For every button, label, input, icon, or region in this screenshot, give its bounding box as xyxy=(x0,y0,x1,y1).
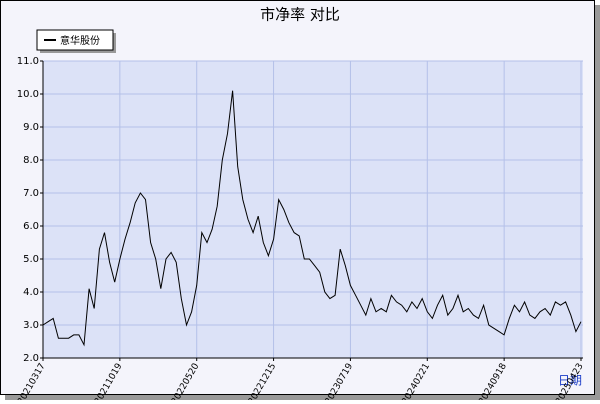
frame-shadow xyxy=(595,5,600,400)
y-tick-label: 10.0 xyxy=(17,89,39,100)
y-tick-label: 5.0 xyxy=(23,254,39,265)
y-tick-label: 9.0 xyxy=(23,122,39,133)
chart-title: 市净率 对比 xyxy=(260,6,340,24)
legend xyxy=(36,29,114,51)
y-tick-label: 3.0 xyxy=(23,320,39,331)
y-tick-label: 11.0 xyxy=(17,56,39,67)
y-tick-label: 7.0 xyxy=(23,188,39,199)
y-tick-label: 8.0 xyxy=(23,155,39,166)
plot-area xyxy=(43,61,583,358)
frame-shadow xyxy=(5,395,600,400)
x-axis-label: 日期 xyxy=(558,374,582,388)
y-tick-label: 2.0 xyxy=(23,353,39,364)
legend-label: 意华股份 xyxy=(60,34,100,47)
y-tick-label: 6.0 xyxy=(23,221,39,232)
series-line xyxy=(42,90,582,347)
y-tick-label: 4.0 xyxy=(23,287,39,298)
